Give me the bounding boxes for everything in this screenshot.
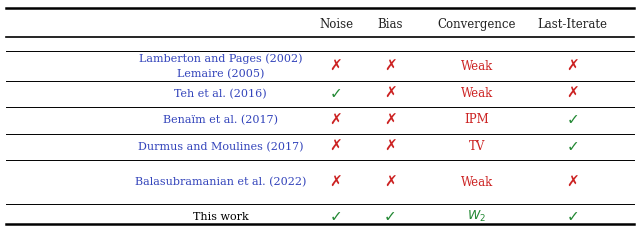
- Text: ✓: ✓: [566, 112, 579, 127]
- Text: Bias: Bias: [378, 18, 403, 31]
- Text: This work: This work: [193, 212, 249, 222]
- Text: ✗: ✗: [330, 59, 342, 74]
- Text: ✗: ✗: [566, 175, 579, 189]
- Text: TV: TV: [468, 140, 485, 153]
- Text: Last-Iterate: Last-Iterate: [538, 18, 608, 31]
- Text: IPM: IPM: [465, 113, 489, 126]
- Text: Noise: Noise: [319, 18, 353, 31]
- Text: Lemaire (2005): Lemaire (2005): [177, 69, 264, 79]
- Text: ✗: ✗: [566, 86, 579, 101]
- Text: Weak: Weak: [461, 87, 493, 100]
- Text: ✓: ✓: [384, 209, 397, 224]
- Text: ✓: ✓: [566, 139, 579, 154]
- Text: ✗: ✗: [384, 112, 397, 127]
- Text: ✓: ✓: [330, 86, 342, 101]
- Text: ✗: ✗: [330, 112, 342, 127]
- Text: Balasubramanian et al. (2022): Balasubramanian et al. (2022): [135, 177, 307, 187]
- Text: ✗: ✗: [384, 86, 397, 101]
- Text: ✗: ✗: [330, 139, 342, 154]
- Text: ✓: ✓: [566, 209, 579, 224]
- Text: ✗: ✗: [384, 59, 397, 74]
- Text: Weak: Weak: [461, 60, 493, 73]
- Text: Convergence: Convergence: [438, 18, 516, 31]
- Text: Weak: Weak: [461, 176, 493, 188]
- Text: ✗: ✗: [566, 59, 579, 74]
- Text: ✓: ✓: [330, 209, 342, 224]
- Text: ✗: ✗: [384, 175, 397, 189]
- Text: $W_2$: $W_2$: [467, 209, 486, 224]
- Text: ✗: ✗: [384, 139, 397, 154]
- Text: Durmus and Moulines (2017): Durmus and Moulines (2017): [138, 142, 303, 152]
- Text: ✗: ✗: [330, 175, 342, 189]
- Text: Lamberton and Pages (2002): Lamberton and Pages (2002): [139, 54, 303, 64]
- Text: Teh et al. (2016): Teh et al. (2016): [175, 89, 267, 99]
- Text: Benaïm et al. (2017): Benaïm et al. (2017): [163, 115, 278, 125]
